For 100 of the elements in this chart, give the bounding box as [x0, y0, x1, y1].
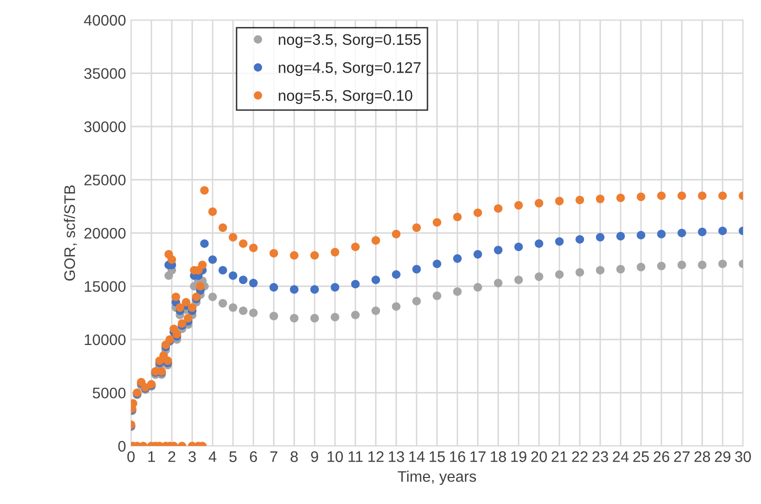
point	[636, 230, 646, 240]
x-tick-label: 2	[168, 451, 176, 462]
point	[432, 260, 442, 268]
point	[616, 232, 625, 240]
x-tick-label: 18	[490, 451, 506, 462]
x-tick-label: 0	[127, 451, 135, 462]
x-tick-label: 8	[290, 451, 298, 462]
y-tick-label: 40000	[84, 14, 126, 26]
y-tick-label: 15000	[84, 281, 126, 292]
y-tick-label: 25000	[84, 174, 126, 186]
point	[698, 260, 706, 270]
point	[208, 292, 217, 302]
x-tick-label: 19	[511, 451, 526, 462]
x-tick-label: 29	[714, 451, 730, 462]
point	[351, 310, 360, 320]
y-tick-label: 5000	[92, 388, 126, 398]
point	[616, 264, 625, 274]
x-tick-label: 24	[612, 451, 629, 462]
y-tick-label: 10000	[84, 334, 126, 346]
point	[290, 314, 298, 322]
point	[218, 266, 228, 275]
x-tick-label: 23	[592, 451, 608, 462]
x-axis-title: Time, years	[398, 470, 476, 485]
point	[576, 268, 584, 277]
y-tick-label: 30000	[84, 121, 126, 132]
point	[372, 276, 380, 284]
x-tick-label: 1	[148, 451, 155, 462]
point	[534, 239, 544, 248]
x-tick-label: 13	[388, 451, 404, 462]
point	[218, 299, 228, 308]
point	[238, 306, 248, 316]
point	[718, 260, 727, 268]
x-tick-label: 12	[368, 451, 384, 462]
point	[474, 250, 482, 259]
x-tick-label: 10	[328, 451, 343, 462]
point	[412, 296, 421, 306]
point	[228, 303, 238, 312]
point	[494, 246, 502, 254]
point	[576, 235, 584, 244]
point	[412, 264, 421, 274]
point	[249, 308, 258, 318]
x-tick-label: 27	[674, 451, 690, 462]
point	[494, 278, 502, 288]
point	[208, 255, 217, 264]
point	[310, 285, 319, 294]
point	[200, 239, 209, 248]
point	[678, 228, 686, 238]
point	[514, 276, 523, 284]
point	[249, 278, 258, 288]
point	[555, 270, 564, 279]
x-tick-label: 6	[250, 451, 257, 462]
x-tick-label: 22	[572, 451, 588, 462]
point	[657, 262, 666, 270]
y-axis-title: GOR, scf/STB	[64, 185, 77, 281]
point	[270, 312, 278, 320]
x-tick-label: 26	[654, 451, 670, 462]
point	[330, 312, 340, 322]
point	[534, 272, 544, 281]
point	[596, 266, 604, 275]
point	[698, 228, 706, 236]
point	[514, 242, 523, 252]
x-tick-label: 7	[270, 451, 278, 462]
x-tick-label: 4	[208, 451, 216, 462]
x-tick-label: 30	[735, 451, 751, 462]
x-tick-label: 5	[229, 451, 237, 462]
x-tick-label: 14	[409, 451, 425, 462]
x-tick-label: 11	[348, 451, 363, 462]
legend-label: nog=4.5, Sorg=0.127	[278, 62, 421, 76]
point	[392, 302, 400, 311]
point	[636, 262, 646, 272]
point	[351, 280, 360, 288]
legend-label: nog=3.5, Sorg=0.155	[278, 34, 421, 48]
point	[372, 306, 380, 316]
point	[330, 283, 340, 292]
point	[432, 292, 442, 300]
x-tick-label: 21	[552, 451, 568, 462]
y-tick-label: 0	[118, 440, 126, 452]
point	[290, 285, 298, 294]
point	[678, 260, 686, 270]
point	[392, 270, 400, 279]
x-tick-label: 3	[188, 451, 196, 462]
point	[310, 314, 319, 322]
point	[596, 232, 604, 242]
point	[238, 276, 248, 284]
point	[474, 283, 482, 292]
x-tick-label: 25	[633, 451, 649, 462]
y-tick-label: 20000	[84, 228, 126, 239]
point	[718, 226, 727, 236]
x-tick-label: 16	[450, 451, 466, 462]
legend-label: nog=5.5, Sorg=0.10	[278, 90, 412, 104]
point	[657, 230, 666, 238]
x-tick-label: 20	[531, 451, 547, 462]
point	[555, 237, 564, 246]
y-tick-label: 35000	[84, 68, 126, 79]
point	[270, 283, 278, 292]
point	[228, 271, 238, 280]
point	[453, 287, 462, 296]
point	[453, 254, 462, 263]
x-tick-label: 28	[694, 451, 710, 462]
x-tick-label: 15	[430, 451, 445, 462]
